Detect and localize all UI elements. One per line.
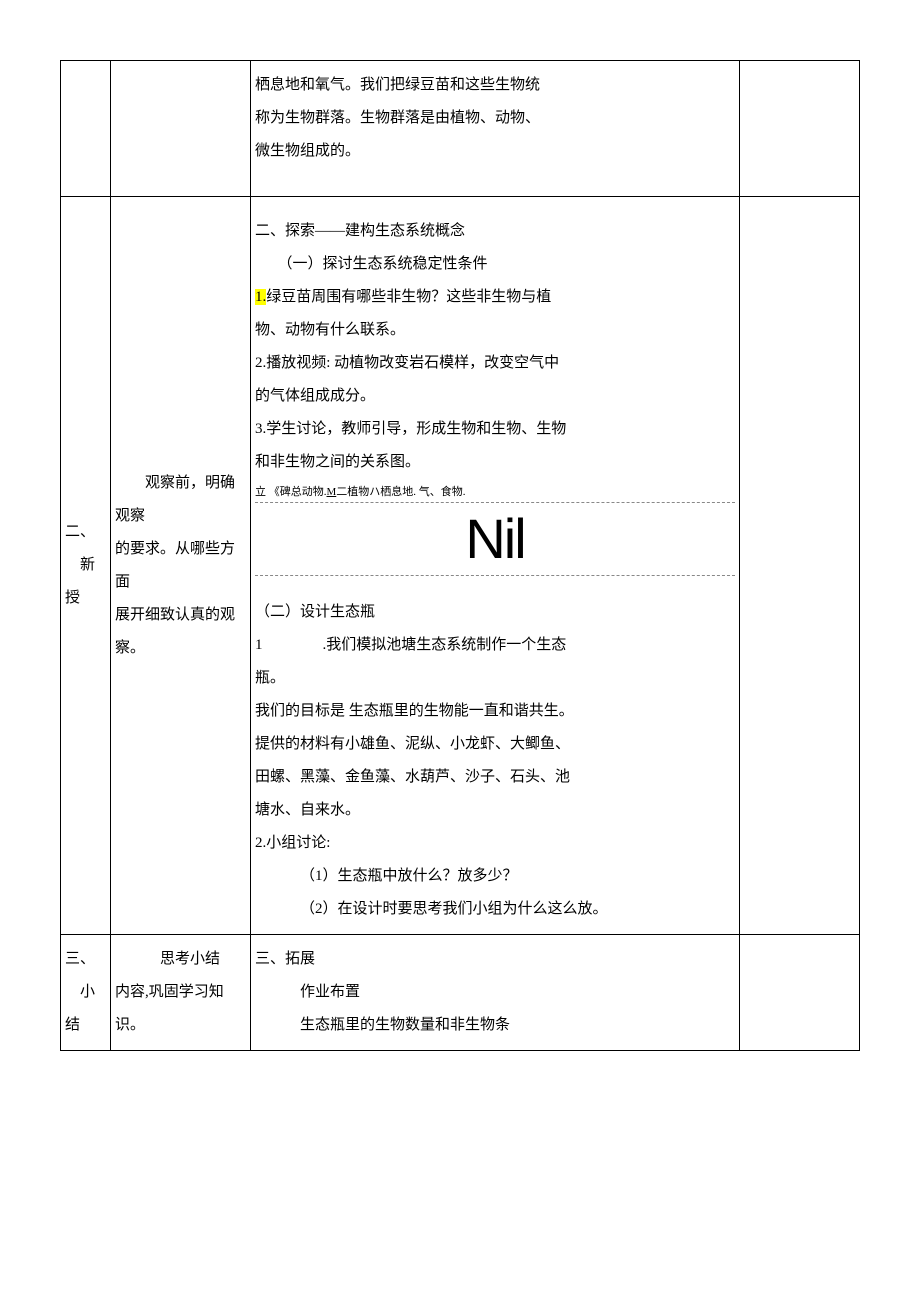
content-line: 三、拓展	[255, 943, 735, 976]
content-cell: 二、探索——建构生态系统概念 （一）探讨生态系统稳定性条件 1.绿豆苗周围有哪些…	[251, 197, 740, 935]
content-line: 的气体组成成分。	[255, 380, 735, 413]
stage-cell: 二、 新授	[61, 197, 111, 935]
guidance-line: 察。	[115, 632, 246, 665]
content-line: 2.小组讨论:	[255, 827, 735, 860]
table-row: 栖息地和氧气。我们把绿豆苗和这些生物统 称为生物群落。生物群落是由植物、动物、 …	[61, 61, 860, 197]
content-line: （二）设计生态瓶	[255, 596, 735, 629]
notes-cell	[740, 197, 860, 935]
guidance-line: 的要求。从哪些方面	[115, 533, 246, 599]
content-line: 2.播放视频: 动植物改变岩石模样，改变空气中	[255, 347, 735, 380]
content-line: 1.绿豆苗周围有哪些非生物？这些非生物与植	[255, 281, 735, 314]
content-line: 栖息地和氧气。我们把绿豆苗和这些生物统	[255, 69, 735, 102]
content-line: （一）探讨生态系统稳定性条件	[255, 248, 735, 281]
stage-cell: 三、 小结	[61, 935, 111, 1051]
content-line: 生态瓶里的生物数量和非生物条	[255, 1009, 735, 1042]
stage-cell	[61, 61, 111, 197]
content-text: 绿豆苗周围有哪些非生物？这些非生物与植	[266, 289, 551, 305]
content-line: 和非生物之间的关系图。	[255, 446, 735, 479]
nil-placeholder: Nil	[255, 503, 735, 576]
guidance-line: 展开细致认真的观	[115, 599, 246, 632]
lesson-plan-table: 栖息地和氧气。我们把绿豆苗和这些生物统 称为生物群落。生物群落是由植物、动物、 …	[60, 60, 860, 1051]
guidance-cell	[111, 61, 251, 197]
table-row: 三、 小结 思考小结 内容,巩固学习知识。 三、拓展 作业布置 生态瓶里的生物数…	[61, 935, 860, 1051]
stage-label: 三、	[65, 943, 106, 976]
guidance-cell: 观察前，明确观察 的要求。从哪些方面 展开细致认真的观 察。	[111, 197, 251, 935]
content-cell: 三、拓展 作业布置 生态瓶里的生物数量和非生物条	[251, 935, 740, 1051]
content-line: 二、探索——建构生态系统概念	[255, 215, 735, 248]
content-line: 作业布置	[255, 976, 735, 1009]
stage-label: 小结	[65, 976, 106, 1042]
table-row: 二、 新授 观察前，明确观察 的要求。从哪些方面 展开细致认真的观 察。 二、探…	[61, 197, 860, 935]
guidance-line: 思考小结	[115, 943, 246, 976]
diagram-caption: 立 《碑总动物.M二植物ハ栖息地. 气、食物.	[255, 485, 735, 503]
guidance-cell: 思考小结 内容,巩固学习知识。	[111, 935, 251, 1051]
notes-cell	[740, 935, 860, 1051]
content-line: 微生物组成的。	[255, 135, 735, 168]
content-line: 塘水、自来水。	[255, 794, 735, 827]
content-line: （2）在设计时要思考我们小组为什么这么放。	[255, 893, 735, 926]
notes-cell	[740, 61, 860, 197]
content-line: 3.学生讨论，教师引导，形成生物和生物、生物	[255, 413, 735, 446]
diagram-text: 立 《碑总动物.	[255, 486, 327, 498]
content-line: 田螺、黑藻、金鱼藻、水葫芦、沙子、石头、池	[255, 761, 735, 794]
content-line: 我们的目标是 生态瓶里的生物能一直和谐共生。	[255, 695, 735, 728]
content-line: 瓶。	[255, 662, 735, 695]
guidance-line: 观察前，明确观察	[115, 467, 246, 533]
content-line: 称为生物群落。生物群落是由植物、动物、	[255, 102, 735, 135]
diagram-text: 二植物ハ栖息地. 气、食物.	[336, 486, 465, 498]
stage-label: 新授	[65, 549, 106, 615]
content-line: 提供的材料有小雄鱼、泥纵、小龙虾、大鲫鱼、	[255, 728, 735, 761]
content-line: （1）生态瓶中放什么？放多少？	[255, 860, 735, 893]
content-line: 1 .我们模拟池塘生态系统制作一个生态	[255, 629, 735, 662]
diagram-m-text: M	[327, 486, 337, 498]
content-cell: 栖息地和氧气。我们把绿豆苗和这些生物统 称为生物群落。生物群落是由植物、动物、 …	[251, 61, 740, 197]
guidance-line: 内容,巩固学习知识。	[115, 976, 246, 1042]
stage-label: 二、	[65, 516, 106, 549]
content-line: 物、动物有什么联系。	[255, 314, 735, 347]
highlight-text: 1.	[255, 289, 266, 305]
